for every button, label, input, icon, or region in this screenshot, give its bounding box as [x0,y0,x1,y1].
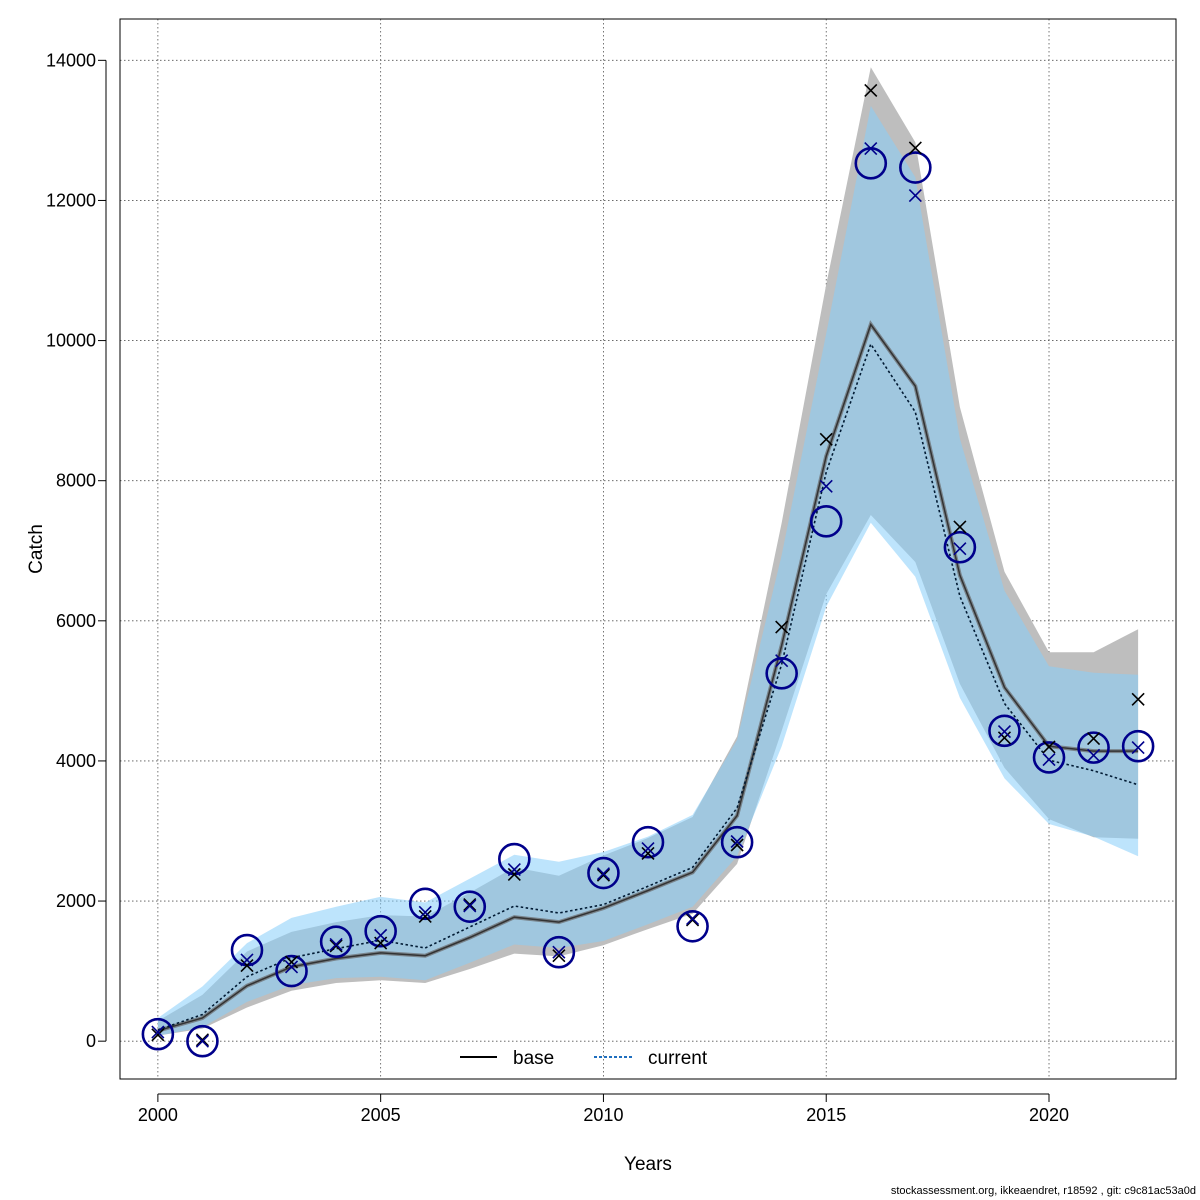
current-catch-cross [284,960,299,974]
observed-catch-circle [765,657,798,690]
current-catch-cross [329,937,343,952]
base-catch-cross [685,913,700,927]
observed-catch-circle [364,914,397,948]
base-catch-cross [997,731,1012,745]
y-tick-label: 2000 [56,891,96,911]
base-line [157,322,1139,1032]
estimate-lines [157,320,1139,1033]
observed-catch-circle [943,530,977,564]
observed-catch-circle [1077,731,1110,764]
base-catch-cross [1087,731,1101,746]
y-tick-label: 14000 [46,50,96,70]
confidence-bands [157,67,1139,1036]
current-catch-cross [730,834,744,849]
current-catch-cross [374,928,388,942]
y-tick-label: 12000 [46,190,96,210]
observed-catch-circle [319,925,353,958]
x-tick-label: 2010 [583,1105,623,1125]
x-tick-label: 2015 [806,1105,846,1125]
base-catch-cross [151,1028,165,1042]
base-catch-cross [284,955,299,969]
observed-catch-circle [141,1017,175,1051]
base-catch-cross [596,868,611,882]
current-catch-cross [1042,752,1056,767]
observed-catch-circle [542,935,576,969]
base-catch-cross [552,949,566,963]
observed-catch-circle [676,909,709,943]
base-catch-cross [908,141,922,155]
current-catch-cross [953,542,967,556]
base-catch-cross [641,846,655,860]
y-tick-label: 10000 [46,331,96,351]
current-confidence-band [157,105,1139,1036]
current-line [157,342,1139,1031]
current-catch-cross [908,188,922,203]
base-catch-cross [329,939,343,953]
current-catch-cross [775,654,789,668]
plot-frame [119,18,1177,1080]
base-catch-cross [1131,692,1145,706]
legend-base-label: base [513,1048,554,1069]
base-catch-cross [240,958,254,973]
current-catch-cross [240,953,254,967]
current-catch-cross [596,867,611,881]
current-catch-cross [997,724,1012,739]
y-tick-label: 8000 [56,471,96,491]
data-points [141,83,1155,1058]
observed-catch-circle [1121,729,1155,763]
base-catch-cross [730,838,744,852]
current-catch-cross [1131,741,1145,755]
current-catch-cross [685,911,700,926]
observed-catch-circle [1032,741,1066,774]
base-catch-cross [195,1033,209,1047]
base-catch-cross [819,432,833,446]
current-catch-cross [819,479,833,493]
x-tick-label: 2000 [138,1105,178,1125]
footer-credit: stockassessment.org, ikkeaendret, r18592… [890,1185,1196,1197]
base-catch-cross [1042,740,1056,754]
x-axis-title: Years [624,1154,672,1175]
observed-catch-circle [631,825,665,859]
observed-catch-circle [988,714,1021,748]
y-tick-label: 4000 [56,751,96,771]
observed-catch-circle [587,856,620,890]
current-catch-cross [507,862,521,877]
observed-catch-circle [186,1024,219,1058]
current-catch-cross [864,142,878,156]
y-axis-title: Catch [26,524,47,574]
x-tick-label: 2005 [361,1105,401,1125]
observed-catch-circle [899,151,932,184]
current-catch-cross [1087,748,1101,762]
current-catch-cross [552,945,566,959]
current-catch-cross [641,841,655,856]
observed-catch-circle [408,887,442,921]
observed-catch-circle [275,954,308,988]
observed-catch-circle [720,825,754,859]
y-tick-label: 6000 [56,611,96,631]
base-catch-cross [507,867,521,881]
base-catch-cross [775,620,789,634]
base-catch-cross [864,83,878,98]
base-catch-cross [953,520,967,534]
legend-current-label: current [648,1048,708,1069]
current-catch-cross [195,1034,209,1048]
y-tick-label: 0 [86,1031,96,1051]
observed-catch-circle [809,505,843,538]
legend: base current [460,1048,708,1069]
x-tick-label: 2020 [1029,1105,1069,1125]
axes: 2000 2005 2010 2015 2020 0 2000 4000 6000 8000 100… [26,18,1177,1175]
base-catch-cross [418,909,432,924]
current-catch-cross [463,899,477,913]
base-catch-cross [463,897,477,912]
current-catch-cross [418,905,432,919]
current-catch-cross [151,1025,165,1039]
observed-catch-circle [453,890,487,923]
